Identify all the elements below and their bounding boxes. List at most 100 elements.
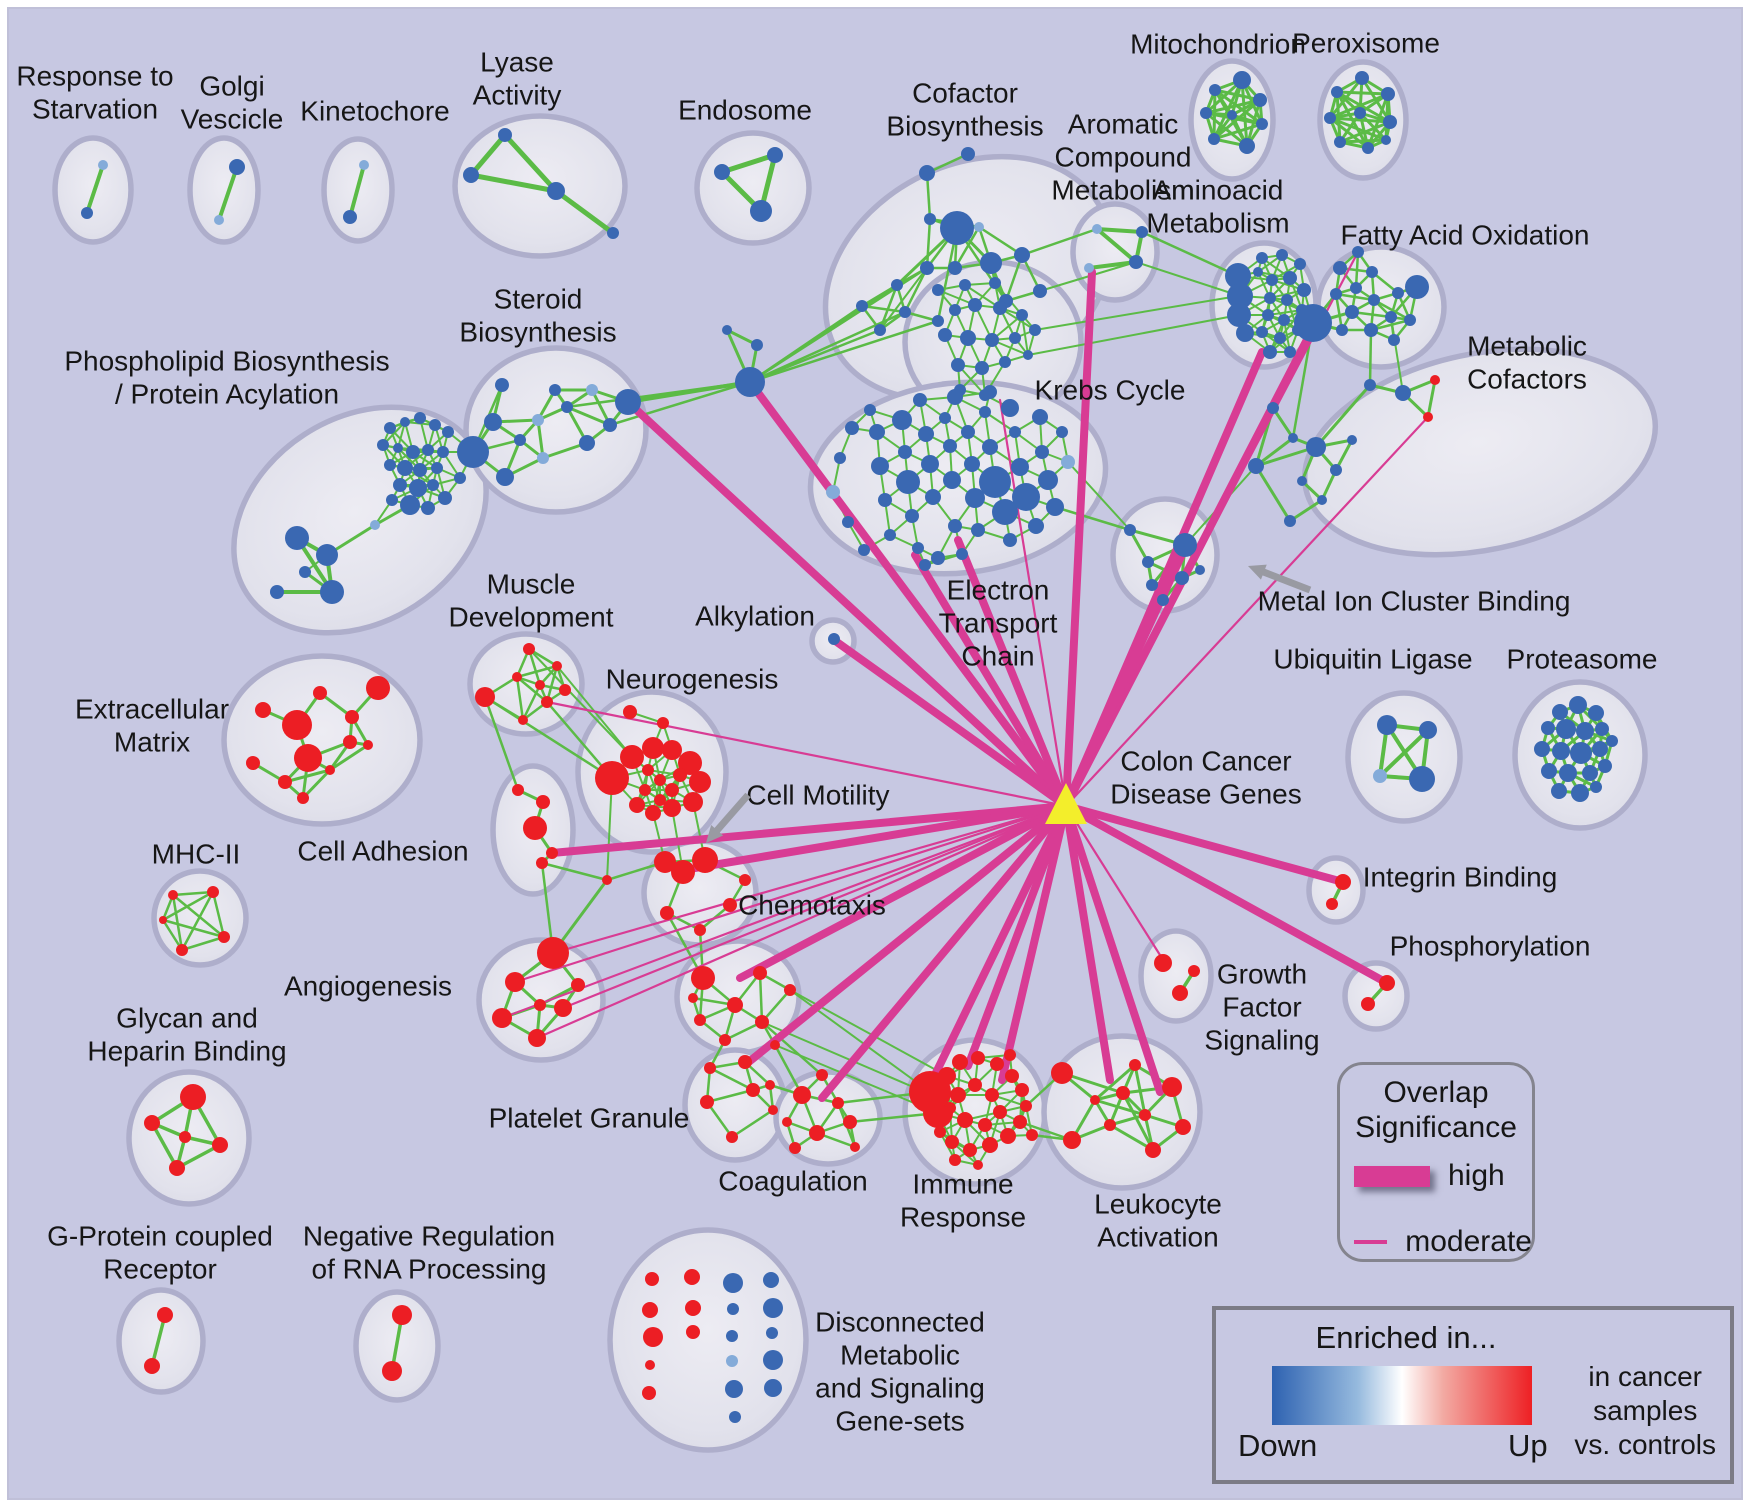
gene-set-node-chemotaxis[interactable] (688, 993, 698, 1003)
gene-set-node-neurogenesis[interactable] (665, 783, 679, 797)
gene-set-node-disconnected-gene-sets[interactable] (766, 1327, 778, 1339)
gene-set-node-phospholipid-biosynthesis[interactable] (431, 462, 443, 474)
gene-set-node-glycan-heparin-binding[interactable] (169, 1160, 185, 1176)
gene-set-node-electron-transport-chain[interactable] (1028, 518, 1044, 534)
gene-set-node-glycan-heparin-binding[interactable] (212, 1137, 228, 1153)
gene-set-node-extracellular-matrix[interactable] (246, 756, 260, 770)
gene-set-node-mitochondrion[interactable] (1233, 71, 1251, 89)
gene-set-node-proteasome[interactable] (1595, 722, 1609, 736)
gene-set-node-metabolic-cofactors[interactable] (1347, 435, 1357, 445)
gene-set-node-platelet-granule[interactable] (704, 1062, 716, 1074)
gene-set-node-leukocyte-activation[interactable] (1162, 1077, 1182, 1097)
gene-set-node-coagulation[interactable] (832, 1097, 844, 1109)
gene-set-node-golgi-vescicle[interactable] (214, 215, 224, 225)
gene-set-node-angiogenesis[interactable] (505, 972, 525, 992)
gene-set-node-phospholipid-biosynthesis[interactable] (397, 460, 413, 476)
gene-set-node-cell-motility[interactable] (660, 906, 674, 920)
gene-set-node-steroid-biosynthesis[interactable] (603, 418, 617, 432)
gene-set-node-mitochondrion[interactable] (1256, 118, 1268, 130)
gene-set-node-extracellular-matrix[interactable] (278, 775, 292, 789)
gene-set-node-krebs-cycle[interactable] (1016, 309, 1028, 321)
gene-set-node-disconnected-gene-sets[interactable] (645, 1272, 659, 1286)
gene-set-node-leukocyte-activation[interactable] (1090, 1095, 1100, 1105)
gene-set-node-electron-transport-chain[interactable] (905, 509, 919, 523)
gene-set-node-mitochondrion[interactable] (1209, 84, 1221, 96)
gene-set-node-leukocyte-activation[interactable] (1129, 1059, 1141, 1071)
gene-set-node-extracellular-matrix[interactable] (363, 740, 373, 750)
gene-set-node-cell-motility[interactable] (739, 874, 751, 886)
gene-set-node-metabolic-cofactors[interactable] (1395, 385, 1411, 401)
gene-set-node-electron-transport-chain[interactable] (965, 488, 985, 508)
gene-set-node-krebs-cycle[interactable] (1023, 350, 1033, 360)
gene-set-node-phospholipid-biosynthesis[interactable] (299, 566, 311, 578)
gene-set-node-neurogenesis[interactable] (623, 705, 637, 719)
gene-set-node-cofactor-biosynthesis[interactable] (899, 306, 911, 318)
gene-set-node-mhc-ii[interactable] (168, 890, 178, 900)
gene-set-node-growth-factor-signaling[interactable] (1154, 954, 1172, 972)
gene-set-node-immune-response[interactable] (957, 1112, 973, 1128)
gene-set-node-electron-transport-chain[interactable] (842, 516, 854, 528)
gene-set-node-angiogenesis[interactable] (537, 937, 569, 969)
gene-set-node-aminoacid-metabolism[interactable] (1256, 252, 1268, 264)
gene-set-node-glycan-heparin-binding[interactable] (144, 1115, 160, 1131)
gene-set-node-g-protein-coupled-receptor[interactable] (157, 1307, 173, 1323)
gene-set-node-electron-transport-chain[interactable] (869, 424, 885, 440)
gene-set-node-electron-transport-chain[interactable] (918, 426, 934, 442)
gene-set-node-krebs-cycle[interactable] (968, 298, 982, 312)
gene-set-node-electron-transport-chain[interactable] (979, 466, 1011, 498)
gene-set-node-cofactor-biosynthesis[interactable] (920, 261, 934, 275)
gene-set-node-metabolic-cofactors[interactable] (1430, 375, 1440, 385)
gene-set-node-phospholipid-biosynthesis[interactable] (370, 520, 380, 530)
gene-set-node-neurogenesis[interactable] (645, 805, 661, 821)
gene-set-node-phospholipid-biosynthesis[interactable] (414, 412, 426, 424)
gene-set-node-neurogenesis[interactable] (662, 740, 682, 760)
gene-set-node-ubiquitin-ligase[interactable] (1377, 715, 1397, 735)
gene-set-node-electron-transport-chain[interactable] (964, 456, 980, 472)
gene-set-node-coagulation[interactable] (809, 1125, 825, 1141)
gene-set-node-disconnected-gene-sets[interactable] (764, 1379, 782, 1397)
gene-set-node-angiogenesis[interactable] (571, 978, 585, 992)
gene-set-node-disconnected-gene-sets[interactable] (685, 1300, 701, 1316)
gene-set-node-phospholipid-biosynthesis[interactable] (316, 544, 338, 566)
gene-set-node-chemotaxis[interactable] (755, 1015, 769, 1029)
gene-set-node-electron-transport-chain[interactable] (1046, 498, 1064, 516)
gene-set-node-proteasome[interactable] (1559, 764, 1577, 782)
gene-set-node-electron-transport-chain[interactable] (956, 548, 968, 560)
gene-set-node-leukocyte-activation[interactable] (1145, 1142, 1161, 1158)
gene-set-node-cofactor-biosynthesis[interactable] (1014, 247, 1030, 263)
gene-set-node-fatty-acid-oxidation[interactable] (1405, 275, 1429, 299)
gene-set-node-chemotaxis[interactable] (770, 1040, 780, 1050)
gene-set-node-metabolic-cofactors[interactable] (1267, 402, 1279, 414)
gene-set-node-krebs-cycle[interactable] (1029, 324, 1041, 336)
gene-set-node-phospholipid-biosynthesis[interactable] (393, 478, 407, 492)
gene-set-node-growth-factor-signaling[interactable] (1188, 965, 1200, 977)
gene-set-node-metal-ion-cluster-binding[interactable] (1173, 533, 1197, 557)
gene-set-node-aminoacid-metabolism[interactable] (1278, 314, 1290, 326)
gene-set-node-fatty-acid-oxidation[interactable] (1368, 294, 1380, 306)
gene-set-node-electron-transport-chain[interactable] (947, 389, 963, 405)
gene-set-node-cofactor-biosynthesis[interactable] (932, 315, 944, 327)
gene-set-node-cell-motility[interactable] (694, 924, 706, 936)
gene-set-node-cell-motility[interactable] (671, 860, 695, 884)
gene-set-node-phospholipid-biosynthesis[interactable] (421, 501, 435, 515)
gene-set-node-platelet-granule[interactable] (768, 1105, 778, 1115)
gene-set-node-immune-response[interactable] (1013, 1115, 1027, 1129)
gene-set-node-electron-transport-chain[interactable] (931, 551, 945, 565)
gene-set-node-immune-response[interactable] (990, 1057, 1004, 1071)
gene-set-node-kinetochore[interactable] (359, 160, 369, 170)
gene-set-node-mhc-ii[interactable] (218, 931, 230, 943)
gene-set-node-peroxisome[interactable] (1381, 135, 1391, 145)
gene-set-node-extracellular-matrix[interactable] (282, 710, 312, 740)
gene-set-node-aromatic-compound-metabolism[interactable] (1092, 224, 1102, 234)
gene-set-node-proteasome[interactable] (1556, 719, 1576, 739)
gene-set-node-cofactor-biosynthesis[interactable] (924, 213, 936, 225)
gene-set-node-neurogenesis[interactable] (642, 737, 664, 759)
gene-set-node-fatty-acid-oxidation[interactable] (1333, 261, 1347, 275)
gene-set-node-metabolic-cofactors[interactable] (1306, 437, 1326, 457)
gene-set-node-aromatic-compound-metabolism[interactable] (1084, 263, 1094, 273)
gene-set-node-immune-response[interactable] (1004, 1049, 1016, 1061)
gene-set-node-electron-transport-chain[interactable] (921, 455, 939, 473)
gene-set-node-angiogenesis[interactable] (528, 1029, 546, 1047)
gene-set-node-muscle-development[interactable] (523, 643, 535, 655)
gene-set-node-phospholipid-biosynthesis[interactable] (438, 491, 452, 505)
